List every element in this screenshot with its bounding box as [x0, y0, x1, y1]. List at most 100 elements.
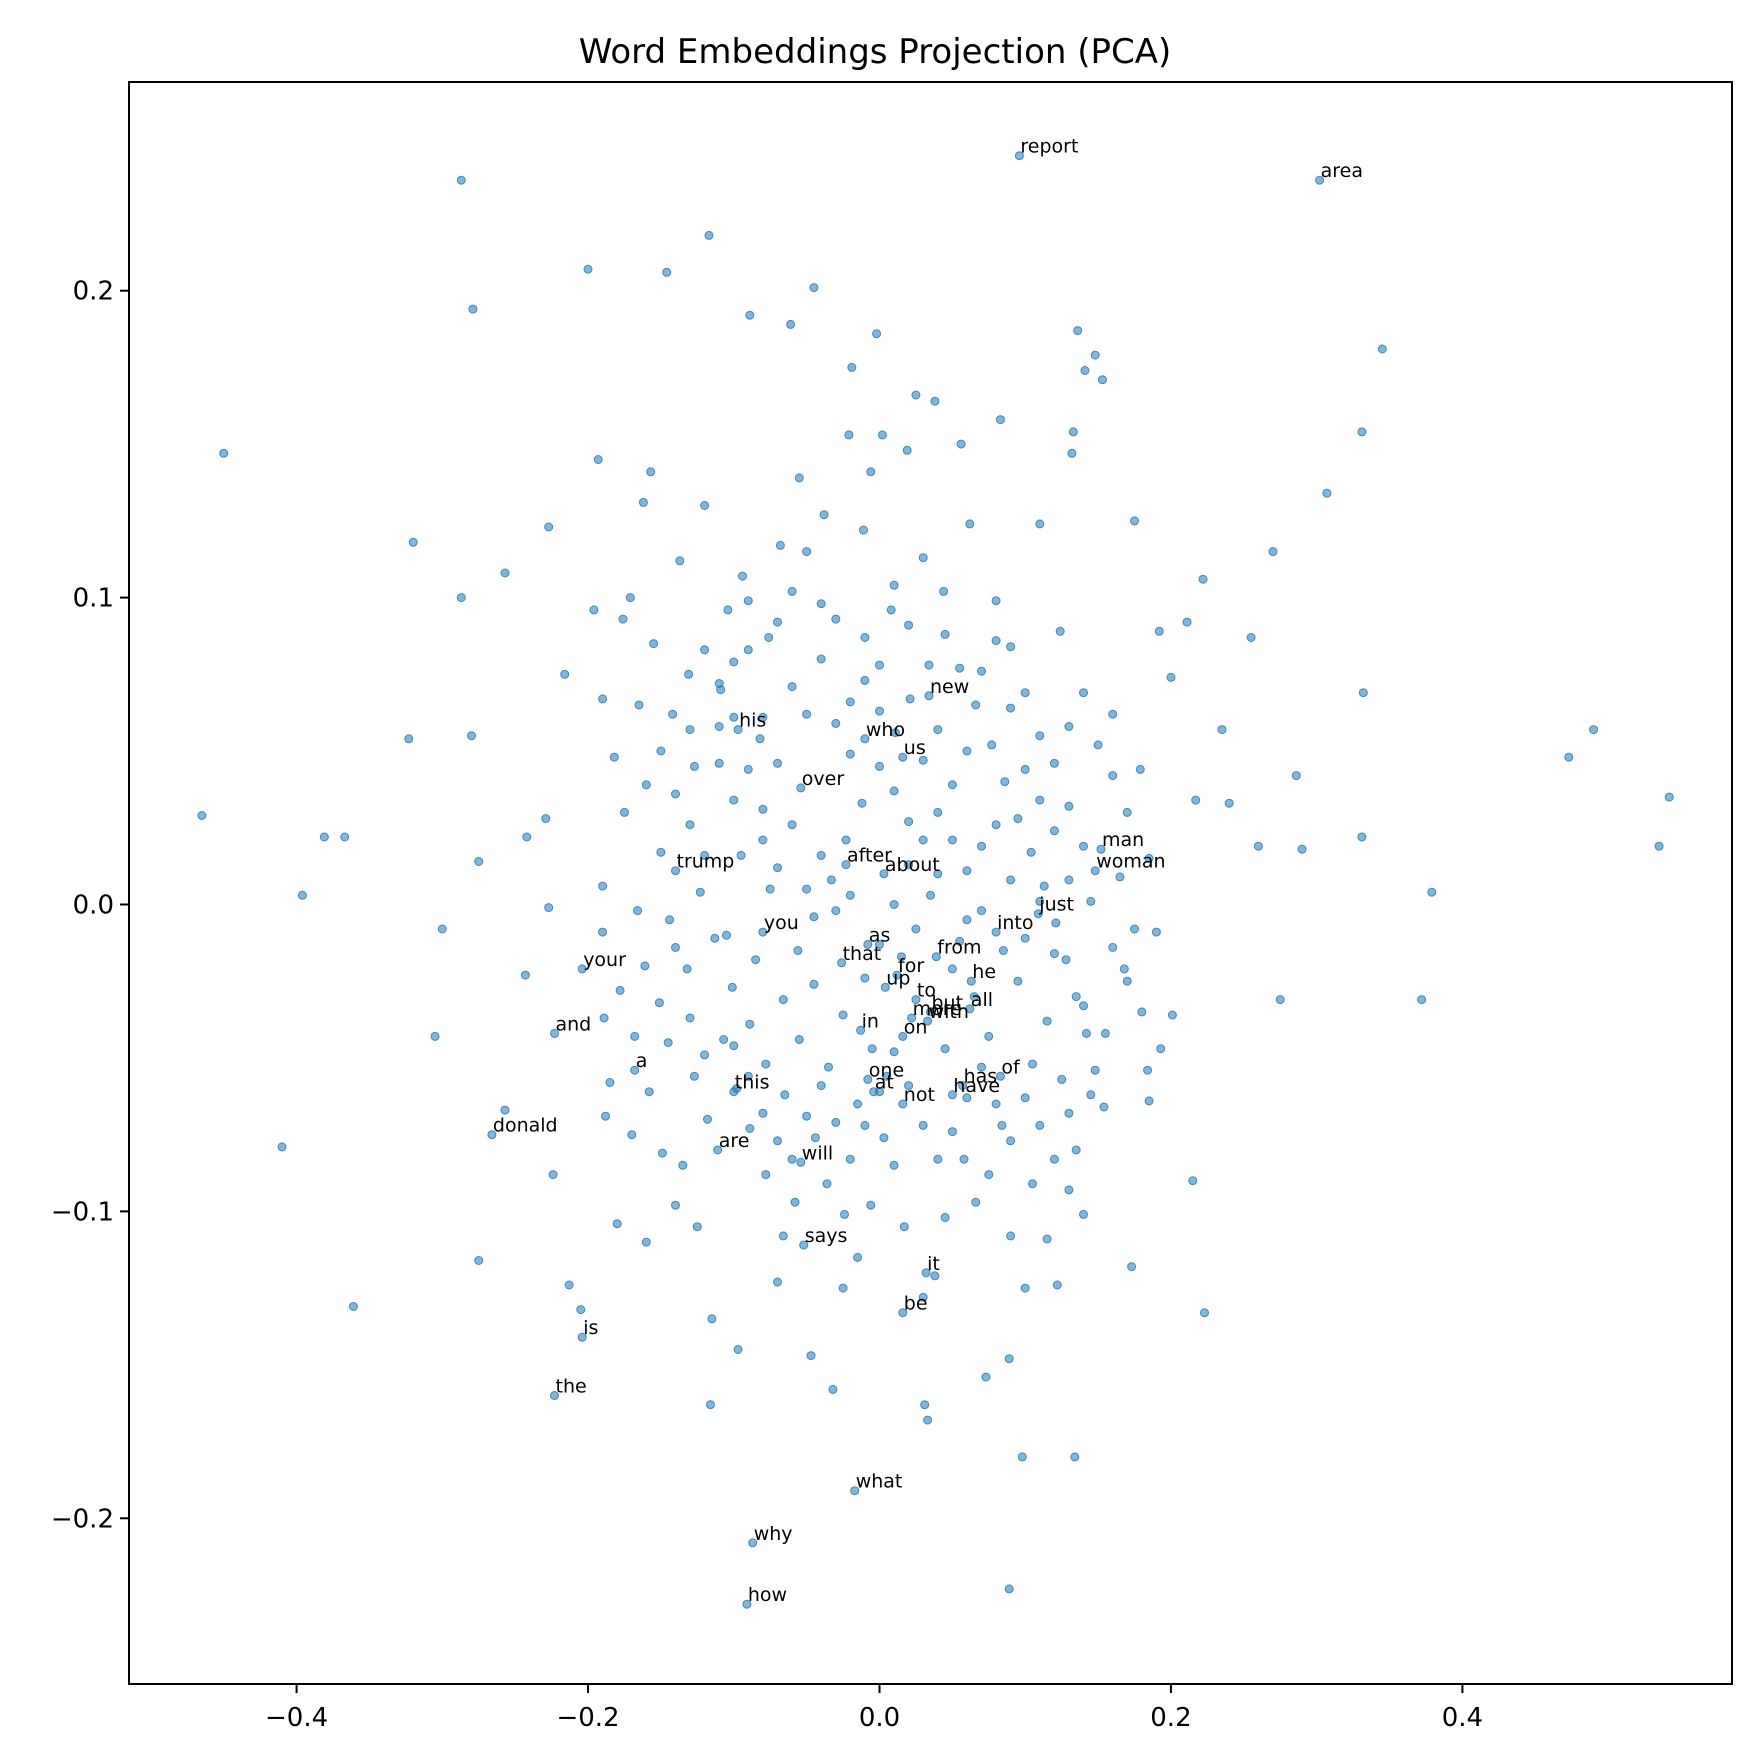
data-point — [1052, 1280, 1062, 1290]
data-point — [1026, 847, 1036, 857]
data-point — [1098, 375, 1107, 385]
data-point — [902, 445, 912, 455]
data-point — [1291, 771, 1301, 781]
word-label-all: all — [971, 989, 993, 1011]
data-point — [1020, 1093, 1030, 1103]
data-point — [758, 804, 768, 814]
data-point — [860, 1120, 870, 1130]
data-point — [745, 310, 755, 320]
data-point — [1357, 427, 1367, 437]
data-point — [520, 970, 530, 980]
data-point — [930, 1271, 940, 1281]
data-point-a — [630, 1065, 640, 1075]
data-point — [1049, 826, 1059, 836]
data-point-what — [850, 1486, 860, 1496]
data-point — [962, 1093, 972, 1103]
data-point — [1191, 795, 1201, 805]
data-point — [474, 857, 484, 866]
word-label-just: just — [1038, 894, 1074, 916]
data-point — [707, 1314, 717, 1324]
word-label-woman: woman — [1096, 851, 1165, 873]
data-point — [933, 725, 943, 735]
data-point — [860, 973, 870, 983]
data-point — [773, 1136, 782, 1146]
word-label-man: man — [1102, 829, 1144, 851]
data-point-with — [923, 1016, 933, 1026]
data-point — [918, 1120, 928, 1130]
data-point — [1144, 853, 1154, 863]
data-point — [933, 1154, 943, 1164]
data-point — [615, 985, 625, 995]
word-label-a: a — [636, 1050, 648, 1072]
data-point — [1275, 995, 1285, 1005]
data-point — [1035, 519, 1045, 529]
data-point — [809, 283, 819, 293]
data-point — [1006, 1231, 1016, 1241]
data-point — [277, 1142, 287, 1152]
data-point — [896, 952, 906, 962]
data-point — [598, 927, 608, 937]
word-label-to: to — [917, 980, 936, 1002]
data-point — [722, 930, 731, 940]
data-point — [806, 1351, 816, 1361]
data-point — [1004, 1584, 1014, 1594]
data-point — [758, 835, 768, 845]
data-point — [689, 1071, 699, 1081]
data-point — [962, 915, 972, 925]
data-point-donald — [487, 1130, 497, 1140]
data-point — [1049, 758, 1059, 768]
data-point — [1100, 1028, 1110, 1038]
data-point — [522, 832, 532, 842]
data-point-have — [947, 1090, 957, 1100]
data-point — [947, 1127, 957, 1137]
data-point — [802, 709, 812, 719]
data-point — [729, 795, 739, 805]
data-point-new — [924, 691, 934, 701]
data-point-has — [958, 1081, 968, 1091]
data-point — [947, 964, 957, 974]
data-point — [576, 1305, 586, 1315]
data-point — [743, 1071, 753, 1081]
data-point — [1071, 1145, 1081, 1155]
data-point — [924, 660, 934, 670]
data-point — [780, 1090, 790, 1100]
data-point — [700, 645, 710, 655]
data-point — [899, 1222, 909, 1232]
data-point — [918, 1292, 928, 1302]
data-point — [583, 264, 593, 274]
data-point — [1006, 1136, 1016, 1146]
data-point — [1246, 633, 1256, 642]
data-point — [859, 525, 868, 535]
data-point-more — [907, 1013, 917, 1023]
data-point-on — [898, 1031, 908, 1041]
data-point — [678, 1160, 688, 1170]
data-point — [758, 712, 768, 722]
data-point — [857, 798, 867, 808]
data-point — [794, 1035, 804, 1044]
data-point — [940, 1044, 950, 1054]
word-label-you: you — [764, 912, 799, 934]
data-point — [605, 1078, 615, 1087]
data-point — [778, 995, 788, 1005]
data-point — [802, 884, 812, 894]
data-point-not — [898, 1099, 908, 1109]
data-point — [544, 522, 554, 532]
data-point — [743, 596, 753, 606]
data-point — [761, 1059, 771, 1069]
data-point — [1006, 642, 1016, 652]
data-point — [1080, 366, 1090, 375]
data-point — [761, 1170, 771, 1180]
data-point — [541, 814, 551, 824]
data-point — [1079, 1001, 1088, 1011]
data-point — [940, 1213, 950, 1222]
data-point — [981, 1372, 991, 1382]
data-point — [959, 1154, 969, 1164]
data-point — [1028, 1059, 1037, 1069]
data-point-after — [841, 860, 851, 870]
data-point — [1000, 777, 1010, 787]
data-point — [904, 817, 914, 827]
data-point-about — [879, 869, 889, 879]
data-point — [875, 660, 884, 670]
data-point-report — [1014, 151, 1024, 161]
data-point — [819, 510, 829, 520]
